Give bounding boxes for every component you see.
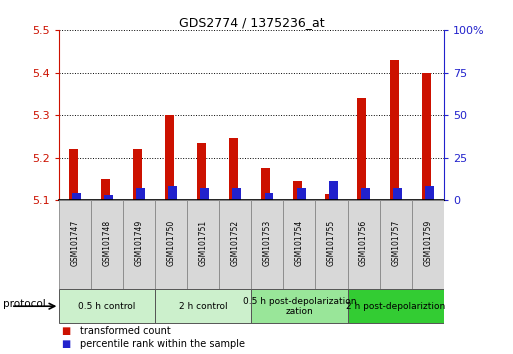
Bar (136, 188, 145, 200)
Text: protocol: protocol (3, 299, 45, 309)
Bar (265, 193, 273, 200)
Text: GSM101754: GSM101754 (295, 219, 304, 266)
Bar (232, 188, 242, 200)
Bar (229, 138, 238, 200)
Bar (72, 193, 81, 200)
Bar (361, 188, 370, 200)
Bar (69, 149, 78, 200)
Bar (425, 187, 434, 200)
Bar (393, 188, 402, 200)
Bar (329, 181, 338, 200)
Text: GSM101747: GSM101747 (70, 219, 80, 266)
Text: ■: ■ (62, 339, 71, 349)
Text: GSM101748: GSM101748 (103, 219, 112, 266)
Bar (220, 200, 251, 289)
Text: GSM101753: GSM101753 (263, 219, 272, 266)
Text: 2 h control: 2 h control (179, 302, 228, 311)
Bar (315, 200, 348, 289)
Bar (251, 200, 283, 289)
Text: GSM101752: GSM101752 (231, 219, 240, 266)
Text: percentile rank within the sample: percentile rank within the sample (80, 339, 245, 349)
Bar (297, 188, 306, 200)
Bar (187, 200, 220, 289)
Text: ■: ■ (62, 326, 71, 336)
Bar (348, 200, 380, 289)
Bar (261, 168, 270, 200)
Bar (133, 149, 142, 200)
Bar (201, 188, 209, 200)
Bar (422, 73, 430, 200)
Text: GSM101751: GSM101751 (199, 219, 208, 266)
Text: GSM101757: GSM101757 (391, 219, 400, 266)
Bar (380, 200, 411, 289)
Bar (155, 200, 187, 289)
Bar (283, 200, 315, 289)
Bar (91, 200, 123, 289)
Text: 0.5 h control: 0.5 h control (78, 302, 136, 311)
Text: GSM101755: GSM101755 (327, 219, 336, 266)
Bar (155, 289, 251, 323)
Text: 2 h post-depolariztion: 2 h post-depolariztion (346, 302, 445, 311)
Text: GSM101756: GSM101756 (359, 219, 368, 266)
Bar (123, 200, 155, 289)
Bar (197, 143, 206, 200)
Bar (358, 98, 366, 200)
Bar (59, 289, 155, 323)
Bar (168, 187, 177, 200)
Text: 0.5 h post-depolarization
zation: 0.5 h post-depolarization zation (243, 297, 356, 316)
Bar (165, 115, 174, 200)
Bar (293, 181, 302, 200)
Bar (325, 194, 334, 200)
Bar (104, 195, 113, 200)
Bar (101, 179, 110, 200)
Text: transformed count: transformed count (80, 326, 170, 336)
Bar (348, 289, 444, 323)
Bar (389, 60, 399, 200)
Text: GSM101750: GSM101750 (167, 219, 176, 266)
Bar (411, 200, 444, 289)
Bar (251, 289, 348, 323)
Bar (59, 200, 91, 289)
Text: GSM101759: GSM101759 (423, 219, 432, 266)
Text: GSM101749: GSM101749 (134, 219, 144, 266)
Title: GDS2774 / 1375236_at: GDS2774 / 1375236_at (179, 16, 324, 29)
